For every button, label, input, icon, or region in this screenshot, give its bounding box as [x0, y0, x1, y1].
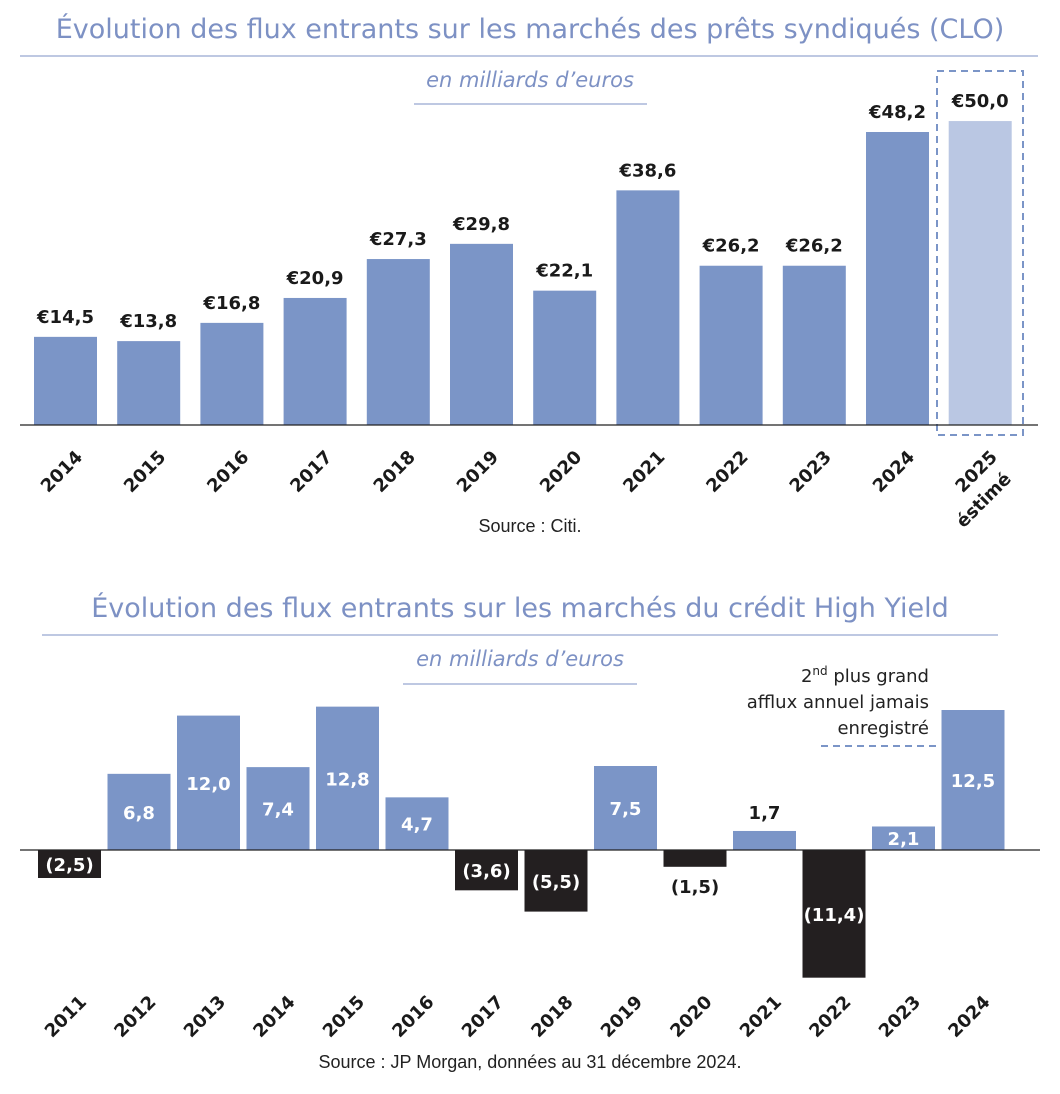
- hy-annotation-line2: afflux annuel jamais: [747, 692, 929, 713]
- clo-bar-2024: [866, 132, 929, 425]
- clo-subtitle: en milliards d’euros: [426, 68, 634, 92]
- hy-data-label-2023: 2,1: [888, 829, 920, 850]
- clo-data-label-2023: €26,2: [785, 236, 843, 257]
- clo-tick-label-2018: 2018: [370, 447, 420, 497]
- clo-tick-label-2020: 2020: [536, 447, 586, 497]
- clo-data-label-2016: €16,8: [202, 293, 260, 314]
- clo-tick-label-2019: 2019: [453, 447, 503, 497]
- clo-data-label-2025: €50,0: [951, 91, 1009, 112]
- hy-data-label-2018: (5,5): [532, 872, 580, 893]
- hy-tick-label-2015: 2015: [319, 992, 369, 1042]
- clo-tick-label-2021: 2021: [619, 447, 669, 497]
- hy-data-label-2014: 7,4: [262, 800, 294, 821]
- clo-data-label-2024: €48,2: [868, 102, 926, 123]
- clo-bar-2019: [450, 243, 513, 425]
- hy-data-label-2017: (3,6): [462, 861, 510, 882]
- clo-bar-2016: [200, 322, 264, 425]
- clo-data-label-2022: €26,2: [702, 236, 760, 257]
- high-yield-chart: Évolution des flux entrants sur les marc…: [20, 592, 1040, 1072]
- hy-data-label-2013: 12,0: [186, 774, 230, 795]
- clo-bar-2021: [616, 190, 680, 425]
- clo-chart: Évolution des flux entrants sur les marc…: [20, 13, 1038, 536]
- hy-bar-2024: [941, 710, 1005, 850]
- hy-tick-label-2017: 2017: [458, 992, 508, 1042]
- hy-bar-2019: [594, 766, 657, 850]
- clo-bar-2014: [34, 336, 97, 425]
- hy-data-label-2015: 12,8: [325, 769, 369, 790]
- clo-bar-2020: [533, 290, 597, 425]
- clo-data-label-2017: €20,9: [286, 268, 344, 289]
- hy-bar-2012: [107, 773, 171, 850]
- clo-data-label-2015: €13,8: [119, 311, 177, 332]
- clo-bar-2015: [117, 341, 181, 425]
- clo-data-label-2014: €14,5: [36, 307, 94, 328]
- hy-tick-label-2024: 2024: [944, 992, 994, 1042]
- hy-subtitle: en milliards d’euros: [416, 647, 624, 671]
- hy-bar-2023: [872, 826, 935, 850]
- hy-data-label-2020: (1,5): [671, 877, 719, 898]
- hy-bar-2016: [385, 797, 449, 850]
- clo-bar-2023: [782, 265, 846, 425]
- hy-tick-label-2012: 2012: [110, 992, 160, 1042]
- hy-data-label-2019: 7,5: [610, 799, 642, 820]
- clo-bar-2017: [283, 297, 347, 425]
- hy-tick-label-2011: 2011: [41, 992, 91, 1042]
- clo-estimate-box: [936, 70, 1024, 436]
- hy-tick-label-2018: 2018: [527, 992, 577, 1042]
- hy-tick-label-2014: 2014: [249, 992, 299, 1042]
- hy-tick-label-2019: 2019: [597, 992, 647, 1042]
- hy-data-label-2011: (2,5): [45, 855, 93, 876]
- hy-data-label-2022: (11,4): [804, 905, 865, 926]
- clo-bar-2025: [948, 121, 1012, 425]
- hy-tick-label-2022: 2022: [805, 992, 855, 1042]
- clo-data-label-2018: €27,3: [369, 229, 427, 250]
- clo-bar-2018: [366, 259, 430, 425]
- clo-tick-label-2023: 2023: [786, 447, 836, 497]
- hy-annotation: 2nd plus grand afflux annuel jamais enre…: [747, 664, 940, 747]
- hy-bar-2017: [455, 850, 518, 891]
- hy-tick-label-2020: 2020: [666, 992, 716, 1042]
- hy-tick-label-2021: 2021: [736, 992, 786, 1042]
- hy-bar-2018: [524, 850, 588, 912]
- hy-bar-2013: [177, 715, 240, 850]
- hy-data-label-2012: 6,8: [123, 803, 155, 824]
- clo-data-label-2021: €38,6: [618, 160, 676, 181]
- hy-bar-2020: [663, 850, 727, 867]
- hy-bar-2022: [802, 850, 866, 978]
- hy-tick-label-2016: 2016: [388, 992, 438, 1042]
- hy-annotation-line3: enregistré: [837, 718, 929, 739]
- hy-bar-2021: [733, 830, 796, 850]
- clo-tick-label-2022: 2022: [702, 447, 752, 497]
- hy-data-label-2024: 12,5: [951, 771, 995, 792]
- clo-data-label-2019: €29,8: [452, 214, 510, 235]
- hy-source: Source : JP Morgan, données au 31 décemb…: [319, 1052, 742, 1072]
- hy-bar-2011: [38, 850, 101, 878]
- clo-title: Évolution des flux entrants sur les marc…: [56, 13, 1005, 45]
- clo-bar-2022: [699, 265, 763, 425]
- hy-bar-2015: [316, 706, 379, 850]
- clo-tick-label-2014: 2014: [37, 447, 87, 497]
- hy-bar-2014: [246, 767, 310, 850]
- hy-title: Évolution des flux entrants sur les marc…: [91, 592, 949, 624]
- hy-annotation-line1: 2nd plus grand: [801, 664, 929, 687]
- hy-data-label-2021: 1,7: [749, 803, 781, 824]
- hy-tick-label-2013: 2013: [180, 992, 230, 1042]
- clo-tick-label-2024: 2024: [869, 447, 919, 497]
- clo-tick-label-2016: 2016: [203, 447, 253, 497]
- clo-tick-label-2017: 2017: [286, 447, 336, 497]
- clo-data-label-2020: €22,1: [535, 261, 593, 282]
- clo-tick-label-2015: 2015: [120, 447, 170, 497]
- clo-source: Source : Citi.: [478, 516, 581, 536]
- hy-data-label-2016: 4,7: [401, 815, 433, 836]
- hy-tick-label-2023: 2023: [875, 992, 925, 1042]
